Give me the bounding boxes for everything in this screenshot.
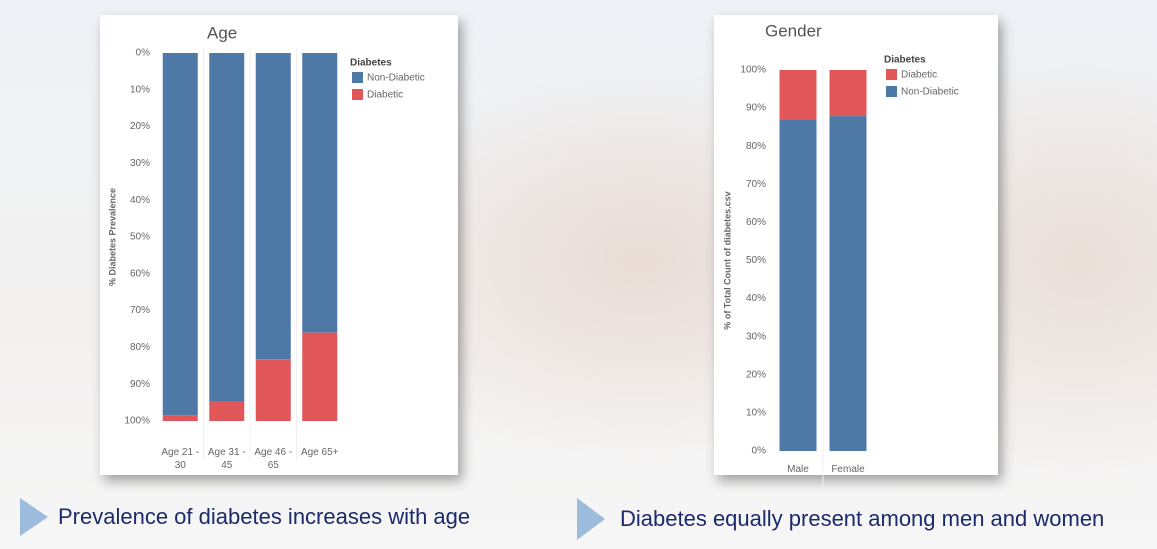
bar-segment: [779, 70, 817, 120]
caption: Prevalence of diabetes increases with ag…: [58, 504, 471, 529]
y-tick-label: 0%: [752, 446, 767, 457]
x-tick-wrap: Age 21 - 30: [161, 447, 200, 471]
legend-swatch: [352, 89, 363, 100]
legend-label: Non-Diabetic: [367, 73, 425, 84]
y-tick-label: 100%: [740, 65, 766, 76]
y-tick-label: 20%: [746, 369, 766, 380]
legend-swatch: [352, 72, 363, 83]
x-tick-wrap: Age 31 - 45: [207, 447, 246, 471]
y-tick-label: 30%: [746, 331, 766, 342]
legend-label: Diabetic: [367, 90, 403, 101]
x-tick-label: Age 31 - 45: [207, 447, 246, 471]
y-tick-label: 40%: [130, 195, 150, 206]
y-tick-label: 0%: [136, 48, 151, 59]
bar-segment: [302, 53, 338, 333]
y-tick-label: 60%: [746, 217, 766, 228]
bar-segment: [162, 415, 198, 421]
chart-title: Age: [207, 23, 237, 42]
y-tick-label: 40%: [746, 293, 766, 304]
y-axis-label: % of Total Count of diabetes.csv: [722, 191, 732, 329]
y-tick-label: 50%: [130, 232, 150, 243]
y-tick-label: 60%: [130, 268, 150, 279]
bullet: [20, 498, 48, 536]
bar-segment: [162, 53, 198, 416]
bullet: [577, 498, 605, 540]
legend-swatch: [886, 69, 897, 80]
y-tick-label: 20%: [130, 121, 150, 132]
x-tick-wrap: Age 65+: [300, 447, 339, 458]
y-tick-label: 10%: [130, 84, 150, 95]
y-tick-label: 30%: [130, 158, 150, 169]
bar-segment: [779, 119, 817, 452]
x-tick-label: Female: [831, 464, 865, 475]
y-tick-label: 90%: [130, 379, 150, 390]
x-tick-label: Age 21 - 30: [161, 447, 200, 471]
y-tick-label: 50%: [746, 255, 766, 266]
x-tick-label: Male: [787, 464, 809, 475]
legend-swatch: [886, 86, 897, 97]
caption: Diabetes equally present among men and w…: [620, 506, 1105, 531]
bar-segment: [829, 116, 867, 451]
y-tick-label: 70%: [746, 179, 766, 190]
y-tick-label: 90%: [746, 103, 766, 114]
bar-segment: [255, 359, 291, 421]
y-tick-label: 80%: [746, 141, 766, 152]
x-tick-wrap: Age 46 - 65: [254, 447, 293, 471]
y-tick-label: 100%: [124, 416, 150, 427]
y-tick-label: 10%: [746, 408, 766, 419]
chart-title: Gender: [765, 21, 822, 40]
legend-title: Diabetes: [350, 58, 392, 69]
bar-segment: [209, 53, 245, 402]
y-tick-label: 70%: [130, 305, 150, 316]
y-axis-label: % Diabetes Prevalence: [107, 188, 117, 286]
legend-label: Non-Diabetic: [901, 87, 959, 98]
x-tick-label: Age 65+: [300, 447, 339, 458]
bar-segment: [209, 401, 245, 421]
x-tick-wrap: Male: [787, 464, 809, 475]
legend-title: Diabetes: [884, 55, 926, 66]
bar-segment: [829, 70, 867, 117]
y-tick-label: 80%: [130, 342, 150, 353]
bar-segment: [255, 53, 291, 360]
legend-label: Diabetic: [901, 70, 937, 81]
bar-segment: [302, 332, 338, 421]
x-tick-wrap: Female: [831, 464, 865, 475]
x-tick-label: Age 46 - 65: [254, 447, 293, 471]
